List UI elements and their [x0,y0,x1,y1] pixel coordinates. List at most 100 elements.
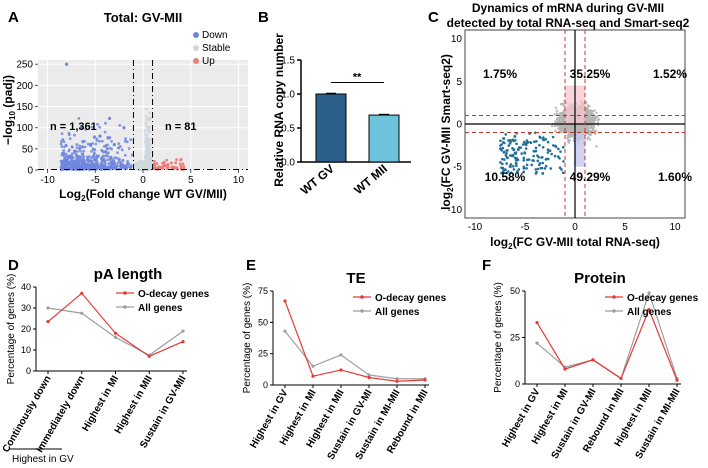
panel-a-point-down [82,156,85,160]
panel-b-bar: 0.0 0.5 1.0 1.5 WT GV WT MII ** Relative RNA … [272,33,411,198]
panel-a-point-down [120,148,124,152]
panel-a-point-stable [148,130,152,134]
panel-c-point-down-both [533,149,537,153]
panel-c-point-down-both [551,135,555,139]
panel-a-point-down [62,148,66,152]
panel-c-quadrant-label: 35.25% [570,67,611,81]
panel-c-stable-region [574,132,585,167]
panel-c-point-other [589,133,592,137]
panel-a-point-stable [143,129,147,133]
panel-a-legend-label-down: Down [202,30,228,41]
panel-c-point-down-both [499,139,502,143]
panel-a-point-up [152,160,156,163]
panel-a-point-down [75,149,79,153]
panel-c-title-line1: Dynamics of mRNA during GV-MII [472,1,664,15]
panel-c-point-other [562,104,565,107]
panel-c-point-down-both [553,154,557,158]
panel-c-point-down-both [522,165,526,169]
panel-c-ytick-label: -10 [448,205,463,216]
panel-c-xtick-label: 0 [572,222,578,233]
panel-c-xlabel: log2(FC GV-MII total RNA-seq) [490,235,660,251]
panel-a-point-down [113,167,117,170]
panel-c-ytick-label: 0 [456,120,462,131]
panel-a-point-down [100,148,104,152]
panel-a-point-up [165,158,169,162]
panel-c-point-down-both [535,140,538,143]
panel-a-point-down [105,147,109,150]
panel-a-point-up [152,167,156,171]
panel-c-point-down-both [541,145,545,149]
panel-a-point-stable [135,162,138,166]
panel-c-point-other [568,139,571,142]
panel-c-point-other [579,125,582,128]
panel-a-point-down [83,162,87,166]
panel-c-point-down-both [517,168,521,171]
panel-a-point-down [72,149,76,153]
panel-label-a: A [8,9,19,26]
panel-a-point-stable [138,160,142,164]
panel-a-point-down [97,154,101,158]
panel-d-legend-label: All genes [138,303,183,314]
panel-c-point-down-both [501,162,504,166]
panel-d-series-point [181,340,185,344]
panel-c-point-down-both [546,151,550,154]
panel-c-point-down-both [534,168,538,171]
panel-a-point-down [92,153,96,157]
panel-c-point-down-both [525,139,529,142]
panel-e-legend-label: O-decay genes [375,293,447,304]
panel-a-point-down [124,137,127,141]
panel-c-point-down-both [539,166,543,170]
panel-c-point-down-both [549,167,553,170]
panel-a-point-down [75,153,78,157]
panel-label-d: D [8,257,19,274]
panel-a-point-up [161,161,164,165]
panel-a-point-stable [149,116,153,120]
panel-label-e: E [246,257,256,274]
panel-a-point-down [61,152,64,155]
panel-d-ytick-label: 0 [26,366,31,376]
panel-c-point-down-both [523,152,527,155]
panel-a-point-down [63,145,67,149]
panel-a-point-down [85,165,89,169]
panel-c-point-down-both [505,162,508,165]
panel-c-point-other [589,126,592,129]
panel-a-point-stable [150,156,153,160]
panel-a-point-down [70,145,74,149]
panel-c-point-down-both [538,135,542,139]
panel-c-point-down-both [552,144,555,147]
panel-a-point-down [83,145,87,149]
panel-e-series-point [339,368,343,372]
panel-c-point-down-both [522,156,526,160]
panel-f-ytick-label: 0 [515,379,520,389]
panel-c-point-down-both [522,140,526,144]
panel-c-point-down-both [557,147,560,151]
panel-a-point-down [121,158,125,162]
panel-c-point-other [558,124,561,127]
panel-a-point-down [98,125,102,129]
panel-c-point-down-both [540,156,543,159]
panel-a-point-down [86,142,90,146]
panel-a-gridlines [38,60,248,171]
panel-c-point-down-both [535,170,538,174]
panel-f-series-line [536,307,678,381]
panel-a-ytick-label: 0 [27,166,33,177]
panel-a-point-down [60,132,64,136]
panel-d-series-point [80,311,84,315]
panel-a-legend-swatch-down [193,32,199,38]
panel-c-point-down-both [560,168,563,171]
panel-e-series-line [284,300,426,382]
panel-b-ytick-label: 0.5 [281,124,295,135]
panel-b-ytick-label: 1.5 [281,56,295,67]
panel-c-point-down-both [558,166,562,170]
panel-a-point-stable [135,167,139,170]
panel-c-point-other [592,119,595,123]
panel-a-point-down [115,156,119,160]
panel-c-point-down-both [509,140,513,144]
panel-c-ytick-label: 5 [456,77,462,88]
panel-c-point-other [559,118,563,121]
panel-f-legend-marker [612,295,616,299]
panel-e-ytick-label: 0 [263,380,268,390]
panel-d-title: pA length [94,266,163,283]
panel-a-xtick-label: -5 [91,175,100,186]
